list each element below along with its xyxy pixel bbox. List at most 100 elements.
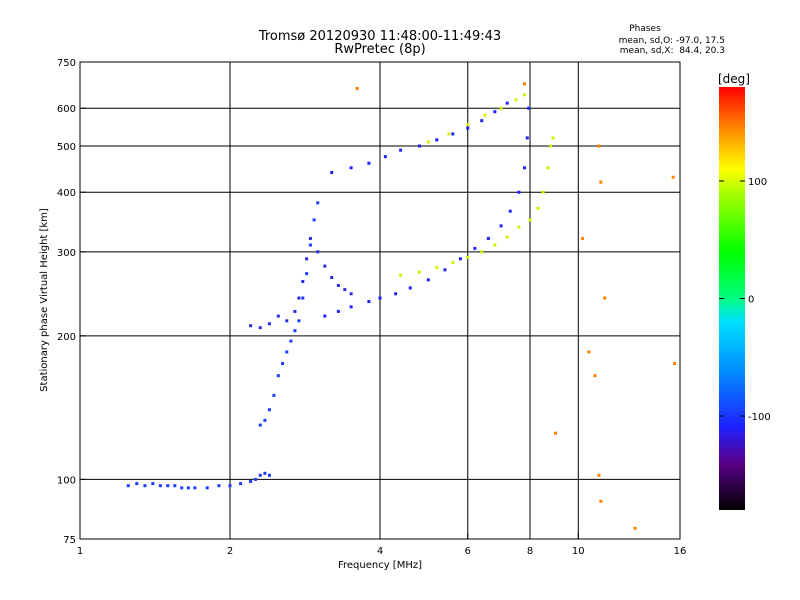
data-point (258, 423, 262, 427)
data-point (486, 236, 490, 240)
data-point (536, 206, 540, 210)
y-tick-label: 300 (57, 248, 76, 259)
data-point (551, 136, 555, 140)
data-point (312, 218, 316, 222)
data-point (151, 482, 155, 486)
data-point (546, 166, 550, 170)
data-point (426, 278, 430, 282)
data-point (253, 477, 257, 481)
colorbar-ticks: 100 0 -100 (719, 177, 771, 423)
y-tick-label: 600 (57, 104, 76, 115)
data-point (599, 180, 603, 184)
data-point (249, 324, 253, 328)
data-point (523, 93, 527, 97)
gridlines (80, 62, 680, 539)
data-point (549, 144, 553, 148)
data-point (308, 243, 312, 247)
data-point (228, 484, 232, 488)
data-point (499, 106, 503, 110)
data-point (166, 484, 170, 488)
data-point (158, 484, 162, 488)
y-tick-label: 200 (57, 332, 76, 343)
data-point (426, 140, 430, 144)
data-point (541, 190, 545, 194)
data-point (383, 155, 387, 159)
data-point (336, 283, 340, 287)
data-point (297, 319, 301, 323)
x-tick-label: 10 (572, 546, 585, 557)
data-point (480, 119, 484, 123)
data-point (239, 482, 243, 486)
data-point (285, 350, 289, 354)
data-point (276, 374, 280, 378)
data-point (135, 482, 139, 486)
data-point (349, 166, 353, 170)
x-tick-label: 6 (465, 546, 471, 557)
data-point (367, 300, 371, 304)
data-point (493, 243, 497, 247)
data-point (458, 257, 462, 261)
data-point (493, 110, 497, 114)
y-tick-label: 500 (57, 142, 76, 153)
data-point (417, 144, 421, 148)
data-point (301, 296, 305, 300)
data-point (349, 305, 353, 309)
colorbar-tick-label: -100 (748, 412, 771, 423)
data-point (343, 288, 347, 292)
x-tick-label: 16 (674, 546, 687, 557)
data-point (316, 201, 320, 205)
data-point (399, 148, 403, 152)
data-point (263, 418, 267, 422)
data-point (217, 484, 221, 488)
data-point (285, 319, 289, 323)
data-points (126, 82, 677, 530)
data-point (523, 82, 527, 86)
data-point (367, 161, 371, 165)
data-point (593, 374, 597, 378)
data-point (263, 471, 267, 475)
data-point (447, 132, 451, 136)
data-point (330, 276, 334, 280)
data-point (527, 106, 531, 110)
data-point (293, 329, 297, 333)
data-point (508, 209, 512, 213)
data-point (193, 486, 197, 490)
data-point (126, 484, 130, 488)
data-point (417, 270, 421, 274)
y-axis-label: Stationary phase Virtual Height [km] (39, 208, 50, 392)
x-tick-label: 2 (227, 546, 233, 557)
data-point (480, 250, 484, 254)
data-point (466, 255, 470, 259)
y-tick-label: 750 (57, 58, 76, 69)
data-point (323, 314, 327, 318)
x-tick-label: 8 (527, 546, 533, 557)
data-point (205, 486, 209, 490)
plot-area: 1 2 4 6 8 10 16 75 100 200 300 400 500 600 750 (57, 58, 686, 557)
data-point (267, 322, 271, 326)
data-point (671, 175, 675, 179)
colorbar: [deg] 100 0 -100 (718, 72, 771, 510)
x-axis-label: Frequency [MHz] (338, 560, 422, 571)
data-point (355, 86, 359, 90)
data-point (308, 236, 312, 240)
data-point (517, 225, 521, 229)
data-point (186, 486, 190, 490)
phase-stats-heading: Phases (629, 24, 661, 34)
data-point (673, 361, 677, 365)
data-point (394, 292, 398, 296)
data-point (451, 132, 455, 136)
data-point (267, 473, 271, 477)
data-point (297, 296, 301, 300)
data-point (435, 266, 439, 270)
y-axis-ticks: 75 100 200 300 400 500 600 750 (57, 58, 86, 546)
data-point (505, 101, 509, 105)
data-point (581, 236, 585, 240)
data-point (399, 273, 403, 277)
x-tick-label: 4 (377, 546, 383, 557)
colorbar-tick-label: 0 (748, 295, 754, 306)
data-point (336, 309, 340, 313)
data-point (301, 279, 305, 283)
data-point (293, 309, 297, 313)
data-point (281, 361, 285, 365)
data-point (249, 479, 253, 483)
